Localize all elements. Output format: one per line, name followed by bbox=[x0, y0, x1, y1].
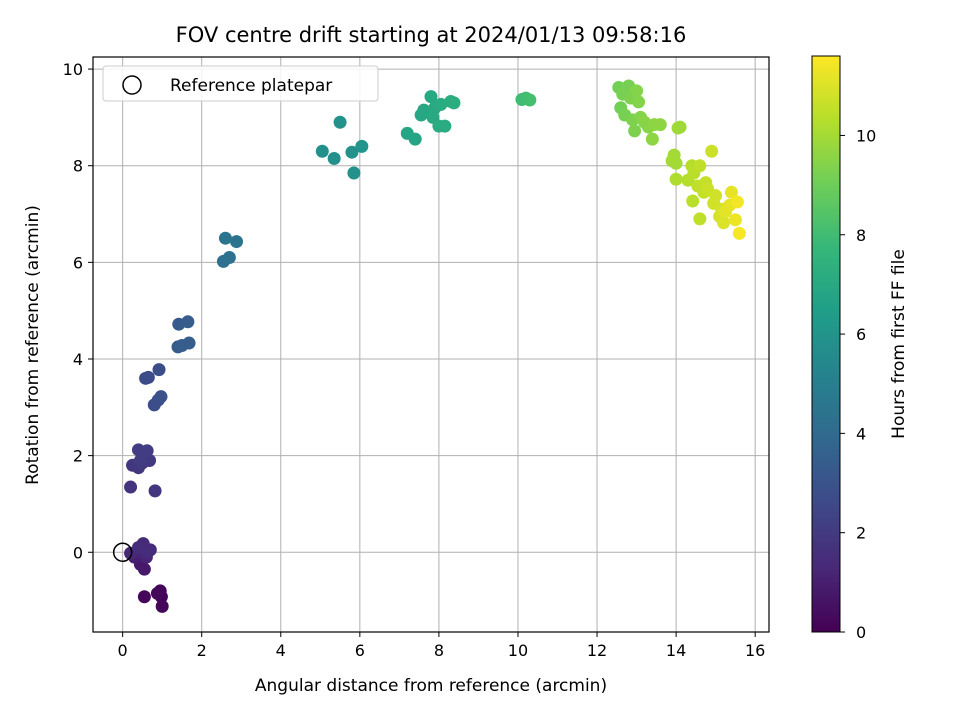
data-point bbox=[218, 231, 232, 245]
legend-label-reference: Reference platepar bbox=[170, 76, 332, 96]
x-axis-label: Angular distance from reference (arcmin) bbox=[255, 676, 607, 696]
data-point bbox=[124, 480, 138, 494]
y-axis-label: Rotation from reference (arcmin) bbox=[23, 205, 43, 485]
x-tick-label: 8 bbox=[434, 641, 444, 660]
data-point bbox=[131, 540, 145, 554]
data-point bbox=[673, 120, 687, 134]
x-tick-label: 4 bbox=[276, 641, 286, 660]
data-point bbox=[333, 115, 347, 129]
reference-platepar-marker bbox=[112, 542, 133, 563]
data-point bbox=[730, 195, 744, 209]
y-tick-label: 2 bbox=[73, 447, 83, 466]
data-point bbox=[424, 90, 438, 104]
data-point bbox=[523, 93, 537, 107]
data-point bbox=[152, 363, 166, 377]
scatter-points bbox=[112, 79, 746, 613]
data-point bbox=[693, 212, 707, 226]
data-point bbox=[315, 144, 329, 158]
x-tick-label: 0 bbox=[118, 641, 128, 660]
x-tick-label: 6 bbox=[355, 641, 365, 660]
x-tick-label: 10 bbox=[508, 641, 528, 660]
colorbar: 0 2 4 6 8 10 Hours from first FF file bbox=[811, 55, 909, 642]
data-point bbox=[438, 119, 452, 133]
y-tick-label: 6 bbox=[73, 253, 83, 272]
data-point bbox=[628, 124, 642, 138]
plot-frame bbox=[92, 56, 770, 633]
x-tick-label: 2 bbox=[197, 641, 207, 660]
data-point bbox=[732, 226, 746, 240]
colorbar-tick-label: 4 bbox=[856, 424, 866, 443]
y-tick-label: 4 bbox=[73, 350, 83, 369]
data-point bbox=[686, 194, 700, 208]
data-point bbox=[141, 370, 155, 384]
legend-box bbox=[102, 65, 379, 102]
data-point bbox=[447, 96, 461, 110]
y-tick-label: 10 bbox=[63, 60, 83, 79]
data-point bbox=[154, 390, 168, 404]
chart-title: FOV centre drift starting at 2024/01/13 … bbox=[176, 23, 687, 47]
data-point bbox=[717, 216, 731, 230]
x-tick-label: 16 bbox=[745, 641, 765, 660]
data-point bbox=[693, 159, 707, 173]
colorbar-ticks: 0 2 4 6 8 10 bbox=[840, 126, 876, 642]
data-point bbox=[181, 315, 195, 329]
data-point bbox=[347, 166, 361, 180]
data-point bbox=[150, 586, 164, 600]
data-point bbox=[632, 95, 646, 109]
data-point bbox=[653, 118, 667, 132]
data-point bbox=[417, 103, 431, 117]
data-point bbox=[148, 484, 162, 498]
x-axis-ticks: 0 2 4 6 8 10 12 14 16 bbox=[118, 632, 765, 660]
data-point bbox=[355, 139, 369, 153]
data-point bbox=[728, 213, 742, 227]
y-tick-label: 8 bbox=[73, 157, 83, 176]
data-point bbox=[665, 154, 679, 168]
data-point bbox=[709, 189, 723, 203]
colorbar-tick-label: 8 bbox=[856, 226, 866, 245]
data-point bbox=[155, 599, 169, 613]
data-point bbox=[630, 84, 644, 98]
data-point bbox=[230, 235, 244, 249]
data-point bbox=[327, 151, 341, 165]
data-point bbox=[724, 185, 738, 199]
x-tick-label: 14 bbox=[666, 641, 686, 660]
data-point bbox=[408, 132, 422, 146]
data-point bbox=[140, 444, 154, 458]
data-point bbox=[434, 97, 448, 111]
legend: Reference platepar bbox=[102, 65, 379, 102]
data-point bbox=[645, 132, 659, 146]
legend-marker-reference bbox=[122, 75, 142, 95]
colorbar-tick-label: 6 bbox=[856, 325, 866, 344]
y-axis-ticks: 0 2 4 6 8 10 bbox=[63, 60, 93, 562]
x-tick-label: 12 bbox=[587, 641, 607, 660]
data-point bbox=[669, 172, 683, 186]
data-point bbox=[175, 338, 189, 352]
data-point bbox=[705, 144, 719, 158]
colorbar-tick-label: 10 bbox=[856, 126, 876, 145]
colorbar-tick-label: 0 bbox=[856, 623, 866, 642]
data-point bbox=[137, 590, 151, 604]
colorbar-gradient bbox=[811, 55, 841, 633]
colorbar-tick-label: 2 bbox=[856, 524, 866, 543]
data-point bbox=[133, 453, 147, 467]
data-point bbox=[345, 145, 359, 159]
colorbar-label: Hours from first FF file bbox=[889, 249, 909, 439]
y-tick-label: 0 bbox=[73, 543, 83, 562]
data-point bbox=[222, 251, 236, 265]
